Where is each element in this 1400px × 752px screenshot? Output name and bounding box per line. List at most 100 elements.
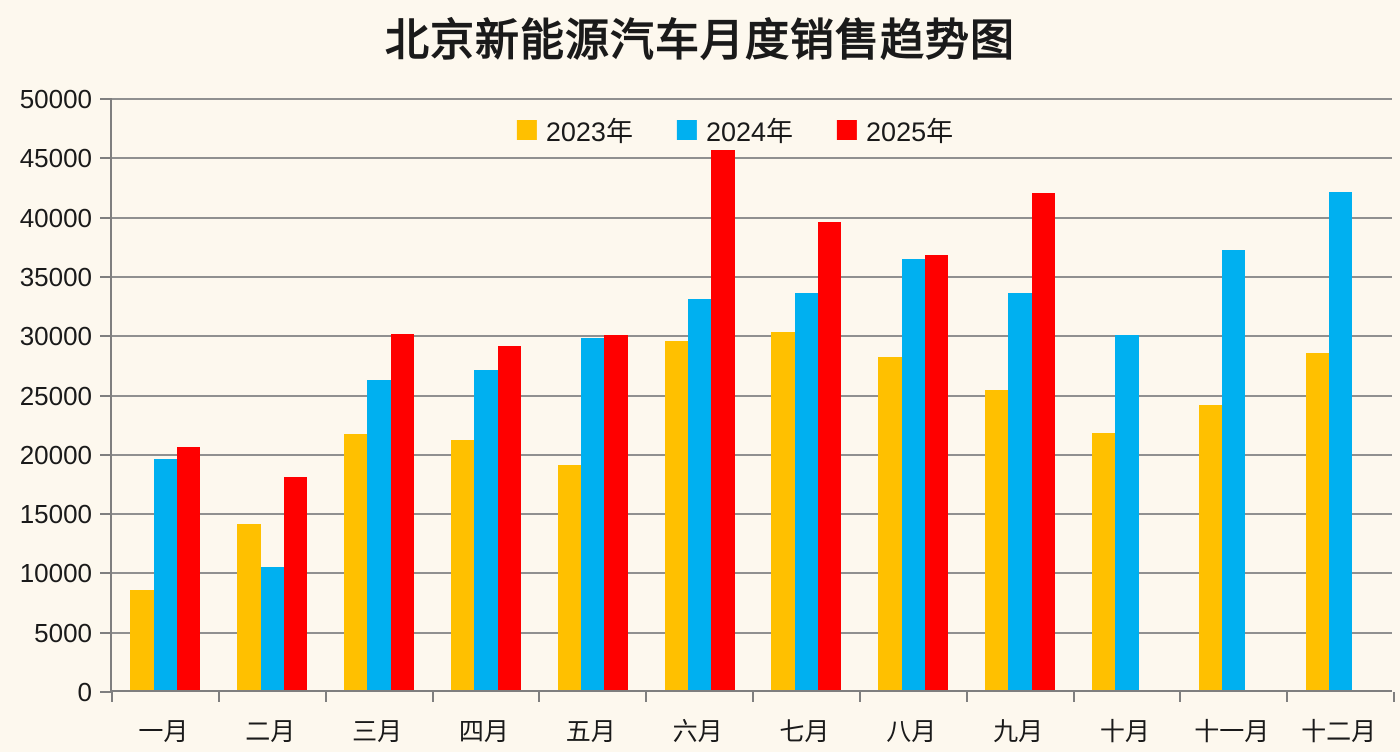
- legend-item-2025: 2025年: [837, 110, 953, 149]
- x-tick-mark: [431, 692, 434, 702]
- x-axis-label: 十二月: [1301, 718, 1377, 746]
- legend-label-2024: 2024年: [705, 117, 794, 147]
- y-tick-mark: [100, 335, 112, 338]
- x-axis-label: 六月: [672, 718, 723, 746]
- bar-2025年-三月: [390, 334, 415, 690]
- bar-2023年-九月: [985, 389, 1009, 690]
- x-axis-label: 五月: [565, 718, 616, 746]
- y-tick-mark: [100, 453, 112, 456]
- x-axis-label: 十月: [1099, 718, 1150, 746]
- x-tick-mark: [858, 692, 861, 702]
- y-tick-mark: [100, 691, 112, 693]
- bar-2023年-六月: [664, 341, 688, 690]
- y-tick-mark: [100, 394, 112, 397]
- legend-swatch-2023: [516, 119, 537, 140]
- legend-swatch-2024: [676, 119, 697, 140]
- x-axis-label: 九月: [993, 718, 1044, 746]
- x-axis-label: 二月: [245, 718, 296, 746]
- bar-2024年-九月: [1008, 292, 1032, 690]
- x-axis-label: 四月: [458, 718, 509, 746]
- legend-label-2025: 2025年: [866, 117, 954, 147]
- y-tick-label: 40000: [19, 202, 92, 233]
- y-tick-label: 25000: [19, 380, 92, 411]
- y-tick-mark: [100, 572, 112, 575]
- x-tick-mark: [1072, 692, 1075, 702]
- bar-2023年-五月: [557, 464, 582, 690]
- x-tick-mark: [752, 692, 754, 702]
- y-tick-label: 30000: [19, 321, 92, 352]
- bar-2024年-十一月: [1222, 250, 1246, 690]
- x-axis-label: 八月: [886, 718, 937, 746]
- bar-2024年-七月: [794, 292, 819, 690]
- y-tick-mark: [100, 275, 112, 278]
- y-tick-label: 15000: [19, 499, 92, 530]
- y-tick-label: 5000: [34, 617, 92, 648]
- bar-2023年-七月: [771, 331, 795, 690]
- gridline-30000: [112, 335, 1392, 338]
- y-tick-label: 50000: [19, 84, 92, 114]
- bar-2025年-九月: [1031, 193, 1056, 690]
- bar-2024年-三月: [367, 380, 391, 690]
- legend-item-2024: 2024年: [676, 110, 794, 149]
- bar-2023年-一月: [130, 590, 154, 690]
- y-tick-label: 20000: [19, 439, 92, 470]
- bar-2023年-四月: [450, 439, 475, 690]
- y-tick-mark: [100, 216, 112, 219]
- bar-2024年-十月: [1115, 335, 1139, 690]
- x-tick-mark: [538, 692, 541, 702]
- bar-2025年-五月: [604, 335, 628, 690]
- bar-2024年-四月: [474, 369, 498, 690]
- gridline-25000: [112, 394, 1392, 397]
- x-axis-label: 七月: [779, 718, 830, 746]
- bar-2025年-一月: [177, 446, 201, 690]
- bar-2023年-十二月: [1305, 353, 1329, 690]
- x-tick-mark: [324, 692, 327, 702]
- bar-2025年-六月: [711, 150, 735, 690]
- bar-2024年-二月: [260, 566, 284, 690]
- gridline-40000: [112, 216, 1392, 219]
- x-axis-label: 一月: [138, 718, 189, 746]
- gridline-10000: [112, 572, 1392, 575]
- bar-2023年-二月: [237, 523, 261, 690]
- x-axis-label: 三月: [352, 718, 403, 746]
- bar-2023年-十月: [1091, 432, 1116, 690]
- y-tick-label: 35000: [19, 261, 92, 292]
- plot-area: [100, 98, 1395, 702]
- y-tick-mark: [100, 157, 112, 160]
- legend-swatch-2025: [837, 119, 858, 140]
- legend-label-2023: 2023年: [545, 117, 633, 147]
- gridline-20000: [112, 453, 1392, 456]
- bar-2024年-八月: [901, 259, 925, 690]
- gridline-5000: [112, 631, 1392, 634]
- bar-2023年-八月: [878, 356, 902, 690]
- x-tick-mark: [111, 692, 113, 702]
- bar-2025年-七月: [818, 221, 842, 690]
- bar-2023年-三月: [344, 433, 368, 690]
- chart-title: 北京新能源汽车月度销售趋势图: [385, 16, 1015, 65]
- bar-2024年-一月: [153, 458, 178, 690]
- y-tick-mark: [100, 631, 112, 634]
- legend: 2023年 2024年 2025年: [516, 110, 953, 149]
- legend-item-2023: 2023年: [516, 110, 633, 149]
- bar-2024年-五月: [581, 337, 605, 690]
- x-tick-mark: [1286, 692, 1289, 702]
- bar-2025年-八月: [924, 254, 949, 690]
- bar-2023年-十一月: [1198, 405, 1223, 690]
- bar-2025年-二月: [283, 476, 308, 690]
- x-tick-mark: [965, 692, 968, 702]
- gridline-45000: [112, 157, 1392, 160]
- x-tick-mark: [645, 692, 648, 702]
- bar-2025年-四月: [497, 346, 521, 690]
- gridline-35000: [112, 275, 1392, 278]
- bar-2024年-十二月: [1328, 191, 1353, 690]
- x-tick-mark: [217, 692, 220, 702]
- y-tick-label: 0: [77, 677, 92, 707]
- gridline-15000: [112, 513, 1392, 516]
- bar-2024年-六月: [687, 298, 712, 690]
- y-tick-label: 10000: [19, 558, 92, 589]
- x-tick-mark: [1393, 692, 1395, 702]
- gridline-50000: [112, 98, 1392, 100]
- y-tick-mark: [100, 513, 112, 516]
- x-tick-mark: [1179, 692, 1182, 702]
